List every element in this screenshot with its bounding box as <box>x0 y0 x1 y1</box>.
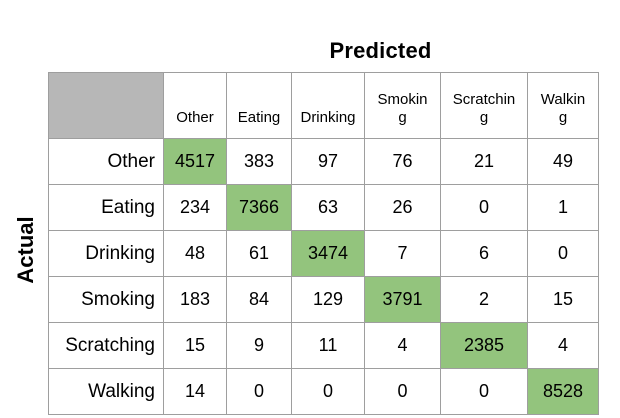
matrix-cell-smoking-drinking: 129 <box>291 276 365 323</box>
row-label-walking: Walking <box>48 368 164 415</box>
matrix-cell-eating-walking: 1 <box>527 184 599 231</box>
matrix-cell-other-smoking: 76 <box>364 138 441 185</box>
row-label-scratching: Scratching <box>48 322 164 369</box>
matrix-cell-drinking-drinking: 3474 <box>291 230 365 277</box>
matrix-cell-eating-eating: 7366 <box>226 184 292 231</box>
matrix-cell-other-other: 4517 <box>163 138 227 185</box>
matrix-cell-drinking-other: 48 <box>163 230 227 277</box>
matrix-cell-scratching-other: 15 <box>163 322 227 369</box>
actual-axis-title: Actual <box>13 216 38 284</box>
matrix-cell-smoking-other: 183 <box>163 276 227 323</box>
matrix-cell-other-drinking: 97 <box>291 138 365 185</box>
matrix-cell-scratching-smoking: 4 <box>364 322 441 369</box>
column-header-eating: Eating <box>226 72 292 139</box>
matrix-cell-smoking-smoking: 3791 <box>364 276 441 323</box>
matrix-cell-other-walking: 49 <box>527 138 599 185</box>
matrix-row-other: Other 4517 383 97 76 21 49 <box>48 138 599 185</box>
matrix-body: Other 4517 383 97 76 21 49 Eating 234 7366 63 26 0 1 D… <box>48 138 599 415</box>
matrix-row-smoking: Smoking 183 84 129 3791 2 15 <box>48 276 599 323</box>
matrix-cell-other-scratching: 21 <box>440 138 528 185</box>
matrix-cell-drinking-scratching: 6 <box>440 230 528 277</box>
corner-cell <box>48 72 164 139</box>
matrix-cell-smoking-walking: 15 <box>527 276 599 323</box>
matrix-cell-walking-drinking: 0 <box>291 368 365 415</box>
row-label-drinking: Drinking <box>48 230 164 277</box>
matrix-row-eating: Eating 234 7366 63 26 0 1 <box>48 184 599 231</box>
column-header-other: Other <box>163 72 227 139</box>
matrix-cell-eating-smoking: 26 <box>364 184 441 231</box>
matrix-cell-scratching-walking: 4 <box>527 322 599 369</box>
matrix-row-walking: Walking 14 0 0 0 0 8528 <box>48 368 599 415</box>
matrix-cell-drinking-smoking: 7 <box>364 230 441 277</box>
matrix-cell-eating-scratching: 0 <box>440 184 528 231</box>
matrix-cell-walking-smoking: 0 <box>364 368 441 415</box>
matrix-cell-eating-other: 234 <box>163 184 227 231</box>
matrix-cell-eating-drinking: 63 <box>291 184 365 231</box>
row-label-eating: Eating <box>48 184 164 231</box>
column-header-walking: Walkin g <box>527 72 599 139</box>
matrix-row-scratching: Scratching 15 9 11 4 2385 4 <box>48 322 599 369</box>
matrix-cell-scratching-drinking: 11 <box>291 322 365 369</box>
column-header-smoking: Smokin g <box>364 72 441 139</box>
matrix-cell-scratching-eating: 9 <box>226 322 292 369</box>
predicted-axis-title: Predicted <box>329 38 432 63</box>
matrix-cell-smoking-eating: 84 <box>226 276 292 323</box>
matrix-cell-walking-walking: 8528 <box>527 368 599 415</box>
matrix-cell-drinking-walking: 0 <box>527 230 599 277</box>
confusion-matrix-table: Other Eating Drinking Smokin g Scratchin g Wa… <box>48 72 599 415</box>
column-header-drinking: Drinking <box>291 72 365 139</box>
matrix-cell-drinking-eating: 61 <box>226 230 292 277</box>
matrix-cell-walking-scratching: 0 <box>440 368 528 415</box>
matrix-header-row: Other Eating Drinking Smokin g Scratchin g Wa… <box>48 72 599 139</box>
row-label-other: Other <box>48 138 164 185</box>
header-row: Other Eating Drinking Smokin g Scratchin g Wa… <box>48 72 599 139</box>
matrix-cell-smoking-scratching: 2 <box>440 276 528 323</box>
matrix-cell-walking-other: 14 <box>163 368 227 415</box>
matrix-cell-other-eating: 383 <box>226 138 292 185</box>
row-label-smoking: Smoking <box>48 276 164 323</box>
matrix-row-drinking: Drinking 48 61 3474 7 6 0 <box>48 230 599 277</box>
column-header-scratching: Scratchin g <box>440 72 528 139</box>
matrix-cell-walking-eating: 0 <box>226 368 292 415</box>
matrix-cell-scratching-scratching: 2385 <box>440 322 528 369</box>
